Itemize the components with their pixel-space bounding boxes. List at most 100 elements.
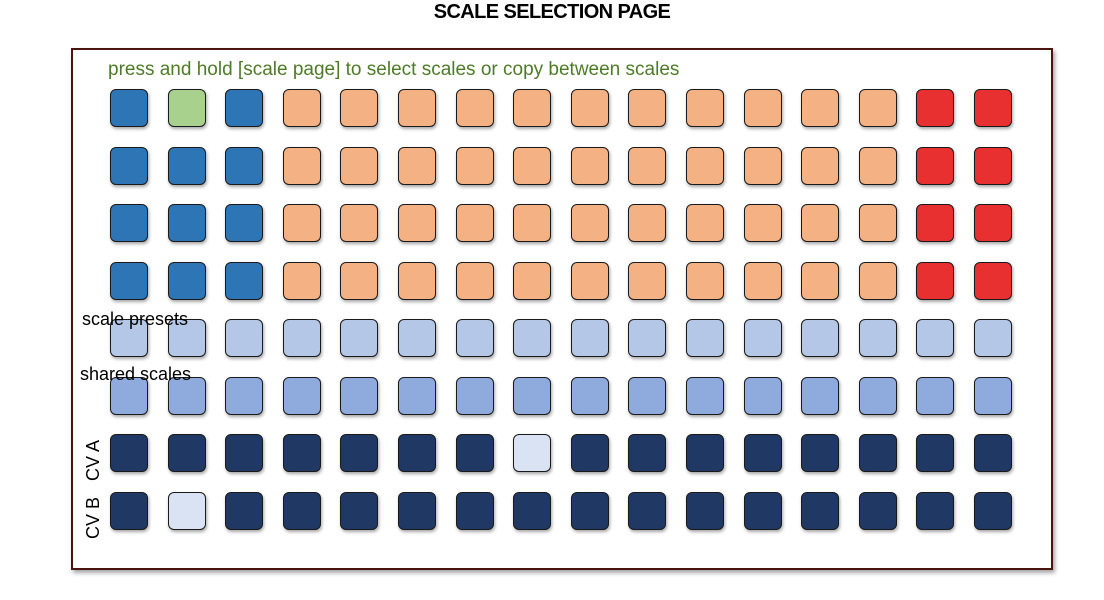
grid-pad[interactable]: [456, 204, 494, 242]
grid-pad[interactable]: [974, 204, 1012, 242]
grid-pad[interactable]: [225, 434, 263, 472]
grid-pad[interactable]: [513, 89, 551, 127]
grid-pad[interactable]: [456, 492, 494, 530]
grid-pad[interactable]: [283, 89, 321, 127]
grid-pad[interactable]: [225, 89, 263, 127]
grid-pad[interactable]: [283, 492, 321, 530]
grid-pad[interactable]: [456, 262, 494, 300]
grid-pad[interactable]: [168, 434, 206, 472]
grid-pad[interactable]: [916, 262, 954, 300]
grid-pad[interactable]: [859, 147, 897, 185]
grid-pad[interactable]: [456, 319, 494, 357]
grid-pad[interactable]: [744, 204, 782, 242]
grid-pad[interactable]: [513, 319, 551, 357]
grid-pad[interactable]: [916, 434, 954, 472]
grid-pad[interactable]: [744, 434, 782, 472]
grid-pad[interactable]: [916, 492, 954, 530]
grid-pad[interactable]: [628, 89, 666, 127]
grid-pad[interactable]: [859, 89, 897, 127]
grid-pad[interactable]: [225, 377, 263, 415]
grid-pad[interactable]: [283, 377, 321, 415]
grid-pad[interactable]: [628, 319, 666, 357]
grid-pad[interactable]: [398, 262, 436, 300]
grid-pad[interactable]: [340, 89, 378, 127]
grid-pad[interactable]: [456, 434, 494, 472]
grid-pad[interactable]: [283, 204, 321, 242]
grid-pad[interactable]: [398, 204, 436, 242]
grid-pad[interactable]: [744, 89, 782, 127]
grid-pad[interactable]: [513, 492, 551, 530]
grid-pad[interactable]: [513, 377, 551, 415]
grid-pad[interactable]: [110, 262, 148, 300]
grid-pad[interactable]: [974, 147, 1012, 185]
grid-pad[interactable]: [225, 319, 263, 357]
grid-pad[interactable]: [801, 204, 839, 242]
grid-pad[interactable]: [628, 262, 666, 300]
grid-pad[interactable]: [801, 434, 839, 472]
grid-pad[interactable]: [744, 377, 782, 415]
grid-pad[interactable]: [398, 147, 436, 185]
grid-pad[interactable]: [110, 492, 148, 530]
grid-pad[interactable]: [628, 434, 666, 472]
grid-pad[interactable]: [974, 492, 1012, 530]
grid-pad[interactable]: [168, 262, 206, 300]
grid-pad[interactable]: [513, 147, 551, 185]
grid-pad[interactable]: [456, 147, 494, 185]
grid-pad[interactable]: [859, 492, 897, 530]
grid-pad[interactable]: [974, 319, 1012, 357]
grid-pad[interactable]: [744, 262, 782, 300]
grid-pad[interactable]: [628, 147, 666, 185]
grid-pad[interactable]: [168, 319, 206, 357]
grid-pad[interactable]: [340, 262, 378, 300]
grid-pad[interactable]: [168, 377, 206, 415]
grid-pad[interactable]: [398, 434, 436, 472]
grid-pad[interactable]: [686, 89, 724, 127]
grid-pad[interactable]: [974, 377, 1012, 415]
grid-pad[interactable]: [513, 204, 551, 242]
grid-pad[interactable]: [283, 262, 321, 300]
grid-pad[interactable]: [801, 147, 839, 185]
grid-pad[interactable]: [513, 434, 551, 472]
grid-pad[interactable]: [398, 319, 436, 357]
grid-pad[interactable]: [859, 262, 897, 300]
grid-pad[interactable]: [859, 319, 897, 357]
grid-pad[interactable]: [340, 434, 378, 472]
grid-pad[interactable]: [571, 377, 609, 415]
grid-pad[interactable]: [168, 89, 206, 127]
grid-pad[interactable]: [686, 492, 724, 530]
grid-pad[interactable]: [744, 147, 782, 185]
grid-pad[interactable]: [801, 377, 839, 415]
grid-pad[interactable]: [686, 377, 724, 415]
grid-pad[interactable]: [110, 204, 148, 242]
grid-pad[interactable]: [571, 204, 609, 242]
grid-pad[interactable]: [801, 89, 839, 127]
grid-pad[interactable]: [628, 492, 666, 530]
grid-pad[interactable]: [168, 204, 206, 242]
grid-pad[interactable]: [571, 89, 609, 127]
grid-pad[interactable]: [916, 377, 954, 415]
grid-pad[interactable]: [110, 319, 148, 357]
grid-pad[interactable]: [168, 492, 206, 530]
grid-pad[interactable]: [571, 262, 609, 300]
grid-pad[interactable]: [110, 147, 148, 185]
grid-pad[interactable]: [974, 434, 1012, 472]
grid-pad[interactable]: [110, 434, 148, 472]
grid-pad[interactable]: [398, 377, 436, 415]
grid-pad[interactable]: [283, 147, 321, 185]
grid-pad[interactable]: [513, 262, 551, 300]
grid-pad[interactable]: [456, 377, 494, 415]
grid-pad[interactable]: [398, 89, 436, 127]
grid-pad[interactable]: [801, 319, 839, 357]
grid-pad[interactable]: [859, 377, 897, 415]
grid-pad[interactable]: [801, 262, 839, 300]
grid-pad[interactable]: [225, 147, 263, 185]
grid-pad[interactable]: [628, 204, 666, 242]
grid-pad[interactable]: [110, 89, 148, 127]
grid-pad[interactable]: [859, 204, 897, 242]
grid-pad[interactable]: [916, 147, 954, 185]
grid-pad[interactable]: [859, 434, 897, 472]
grid-pad[interactable]: [571, 319, 609, 357]
grid-pad[interactable]: [398, 492, 436, 530]
grid-pad[interactable]: [225, 492, 263, 530]
grid-pad[interactable]: [744, 492, 782, 530]
